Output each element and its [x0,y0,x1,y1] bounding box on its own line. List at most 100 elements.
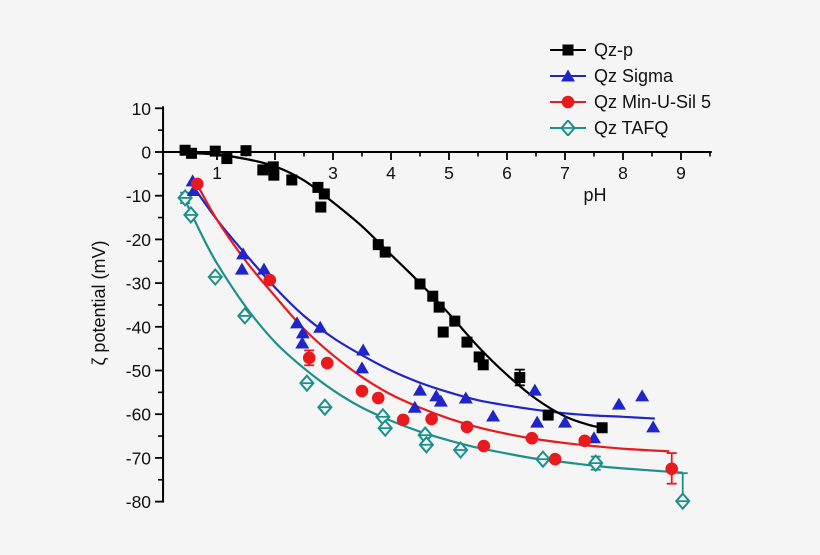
y-tick-label: -20 [126,230,152,250]
data-point [290,316,305,329]
x-tick-label: 8 [618,163,628,183]
data-point [295,336,310,349]
square-legend-marker-icon [550,44,586,56]
data-point [542,409,554,421]
data-point [315,201,327,213]
data-point [578,434,592,448]
data-point [433,301,445,313]
data-point [240,145,252,157]
data-point [561,69,575,82]
series-qz-p [179,144,608,434]
data-point [427,290,439,302]
x-tick-label: 9 [676,163,686,183]
data-point [635,389,650,402]
y-tick-label: -40 [126,317,152,337]
triangle-legend-marker-icon [550,69,586,82]
y-tick-label: -80 [126,492,152,512]
legend: Qz-p Qz Sigma Qz Min-U-Sil 5 Qz TAFQ [549,37,711,141]
legend-item-qz-min-u-sil-5: Qz Min-U-Sil 5 [549,89,711,115]
data-point [234,262,249,275]
x-tick-label: 6 [502,163,512,183]
trend-curve-qz-min-u-sil-5 [196,184,670,453]
legend-label: Qz Min-U-Sil 5 [594,91,712,112]
x-axis-label: pH [583,185,607,205]
data-point [185,147,197,159]
data-point [527,383,542,396]
circle-legend-marker-icon [550,95,586,109]
data-point [548,452,562,466]
series-qz-sigma [185,174,661,444]
data-point [587,454,604,473]
trend-curve-qz-tafq [184,199,683,474]
x-tick-label: 4 [386,163,396,183]
data-point [665,462,679,476]
data-point [320,356,334,370]
trend-curve-qz-sigma [191,184,655,420]
data-point [355,361,369,374]
diamond-open-legend-marker-icon [550,120,586,136]
data-point [461,336,473,348]
data-point [318,188,330,200]
legend-item-qz-sigma: Qz Sigma [549,63,711,89]
data-point [486,409,501,422]
data-point [646,420,661,433]
y-axis-label: ζ potential (mV) [89,240,109,366]
data-point [190,177,204,191]
data-point [186,183,201,196]
data-point [562,44,574,56]
series-qz-min-u-sil-5 [190,177,679,476]
data-point [237,306,253,325]
data-point [560,120,576,136]
data-point [674,492,691,511]
x-tick-label: 1 [212,163,222,183]
data-point [433,394,448,407]
legend-item-qz-tafq: Qz TAFQ [549,115,711,141]
data-point [209,145,221,157]
data-point [558,415,572,428]
data-point [356,343,371,356]
y-tick-label: -50 [126,361,152,381]
legend-label: Qz Sigma [594,65,674,86]
data-point [477,439,491,453]
data-point [371,391,385,405]
data-point [179,144,191,156]
data-point [302,351,316,365]
y-tick-label: 0 [141,143,151,163]
data-point [407,400,422,413]
trend-curve-qz-p [185,151,603,429]
data-point [372,239,384,251]
data-point [256,262,271,275]
data-point [221,153,233,165]
data-point [535,450,551,469]
data-point [317,398,333,417]
data-point [477,359,489,371]
data-point [460,420,474,434]
data-point [449,315,461,327]
x-tick-label: 5 [444,163,454,183]
data-point [458,391,473,404]
data-point [236,247,251,260]
y-tick-label: 10 [132,99,152,119]
legend-label: Qz TAFQ [594,117,669,138]
data-point [286,174,298,186]
data-point [268,169,280,181]
data-point [413,383,427,396]
data-point [263,273,277,287]
legend-label: Qz-p [594,39,634,60]
data-point [437,326,449,338]
data-point [414,278,426,290]
data-point [514,371,526,383]
data-point [525,431,539,445]
data-point [257,164,269,176]
series-qz-tafq [177,188,691,511]
y-tick-label: -30 [126,274,152,294]
data-point [207,267,224,287]
data-point [379,246,391,258]
data-point [299,374,315,393]
data-point [267,161,279,173]
data-point [313,320,328,333]
axes: 123456789100-10-20-30-40-50-60-70-80 [126,99,712,512]
data-point [418,435,435,454]
data-point [355,384,369,398]
